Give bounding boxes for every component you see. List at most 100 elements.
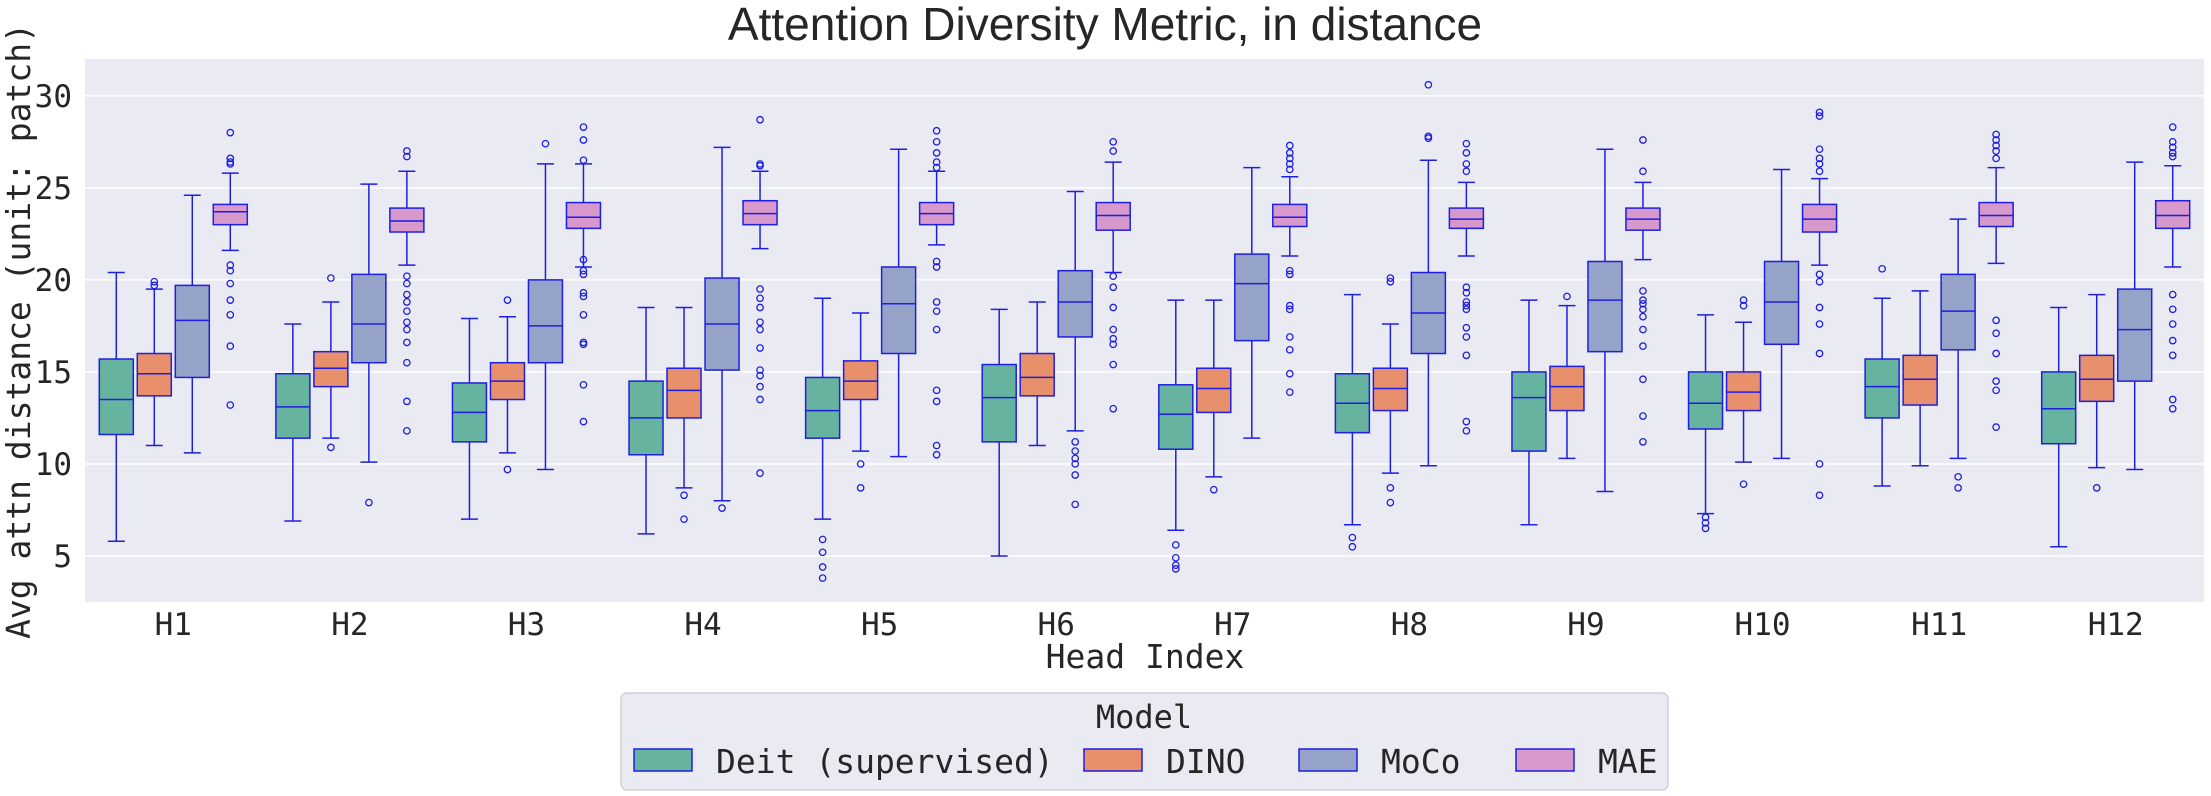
flier-point [1109,325,1118,334]
flier-point [856,484,865,492]
x-tick-label-h4: H4 [684,607,721,643]
flier-point [1386,274,1395,282]
flier-point [1639,412,1647,420]
flier-point [403,298,411,306]
box-mae-h7 [1272,141,1308,397]
box-deit-supervised-h8 [1334,293,1371,551]
box-mae-h1 [212,128,249,409]
box-iqr [212,203,249,226]
flier-point [403,358,411,367]
box-iqr [1372,367,1409,412]
legend-label-moco: MoCo [1381,742,1460,781]
box-deit-supervised-h5 [804,297,841,582]
box-iqr [1196,367,1232,414]
box-iqr [527,279,564,364]
flier-point [932,307,941,316]
box-mae-h9 [1625,136,1661,446]
flier-point [1285,149,1294,157]
box-deit-supervised-h3 [451,317,488,520]
box-iqr [842,360,879,401]
flier-point [403,152,411,161]
box-mae-h8 [1448,139,1485,435]
flier-point [1285,301,1294,310]
flier-point [579,340,588,349]
flier-point [1815,270,1824,279]
flier-point [1954,484,1962,492]
legend-label-dino: DINO [1166,742,1245,781]
legend-frame [620,692,1669,791]
box-dino-h11 [1902,290,1938,467]
flier-point [1639,438,1647,446]
box-iqr [1019,352,1055,397]
flier-point [403,279,411,288]
flier-point [680,515,688,524]
x-tick-label-h3: H3 [508,607,545,643]
legend-swatch-moco [1298,748,1358,772]
flier-point [403,147,411,155]
flier-point [1209,485,1218,494]
flier-point [1563,292,1571,301]
box-dino-h1 [136,277,173,447]
flier-point [1701,519,1710,527]
flier-point [818,574,827,582]
box-dino-h10 [1725,296,1762,489]
box-iqr [742,199,778,226]
flier-point [541,139,550,148]
legend-title: Model [1096,698,1192,736]
flier-point [932,126,941,135]
box-iqr [1902,354,1938,406]
flier-point [1285,141,1294,150]
box-moco-h12 [2116,161,2153,471]
flier-point [2092,484,2101,492]
y-tick-label-10: 10 [35,447,72,483]
grid-lines [85,95,2204,557]
flier-point [680,491,688,500]
flier-point [1109,272,1118,281]
flier-point [1815,277,1824,286]
flier-point [1992,154,2000,163]
box-iqr [1549,365,1585,412]
x-tick-label-h11: H11 [1911,607,1967,643]
box-moco-h8 [1410,80,1447,467]
legend-label-mae: MAE [1598,742,1658,781]
chart-title: Attention Diversity Metric, in distance [728,0,1482,50]
flier-point [1992,130,2000,139]
flier-point [1386,498,1395,507]
flier-point [1815,460,1824,468]
flier-point [403,272,411,281]
flier-point [1285,388,1294,397]
box-iqr [880,266,917,355]
flier-point [1285,165,1294,174]
flier-point [579,380,588,389]
box-iqr [1940,273,1976,351]
box-dino-h4 [666,306,702,524]
x-tick-label-h5: H5 [861,607,898,643]
flier-point [1109,147,1118,155]
flier-point [226,154,235,163]
flier-point [1992,423,2000,431]
box-iqr [174,284,211,379]
flier-point [1992,147,2000,155]
flier-point [2168,143,2177,152]
box-moco-h3 [527,139,564,471]
box-iqr [1158,384,1194,450]
x-tick-label-h12: H12 [2088,607,2144,643]
flier-point [1462,351,1471,360]
flier-point [756,469,764,478]
flier-point [756,115,764,124]
flier-point [1285,154,1294,163]
box-deit-supervised-h12 [2040,306,2077,548]
box-iqr [565,201,602,230]
flier-point [1462,139,1471,148]
flier-point [226,261,235,270]
flier-point [932,163,941,172]
flier-point [1462,160,1471,168]
box-iqr [1057,269,1093,338]
box-mae-h6 [1095,137,1131,413]
flier-point [756,294,764,303]
flier-point [1815,349,1824,358]
legend-item-mae: MAE [1515,742,1658,781]
flier-point [365,498,373,507]
flier-point [1815,154,1824,163]
